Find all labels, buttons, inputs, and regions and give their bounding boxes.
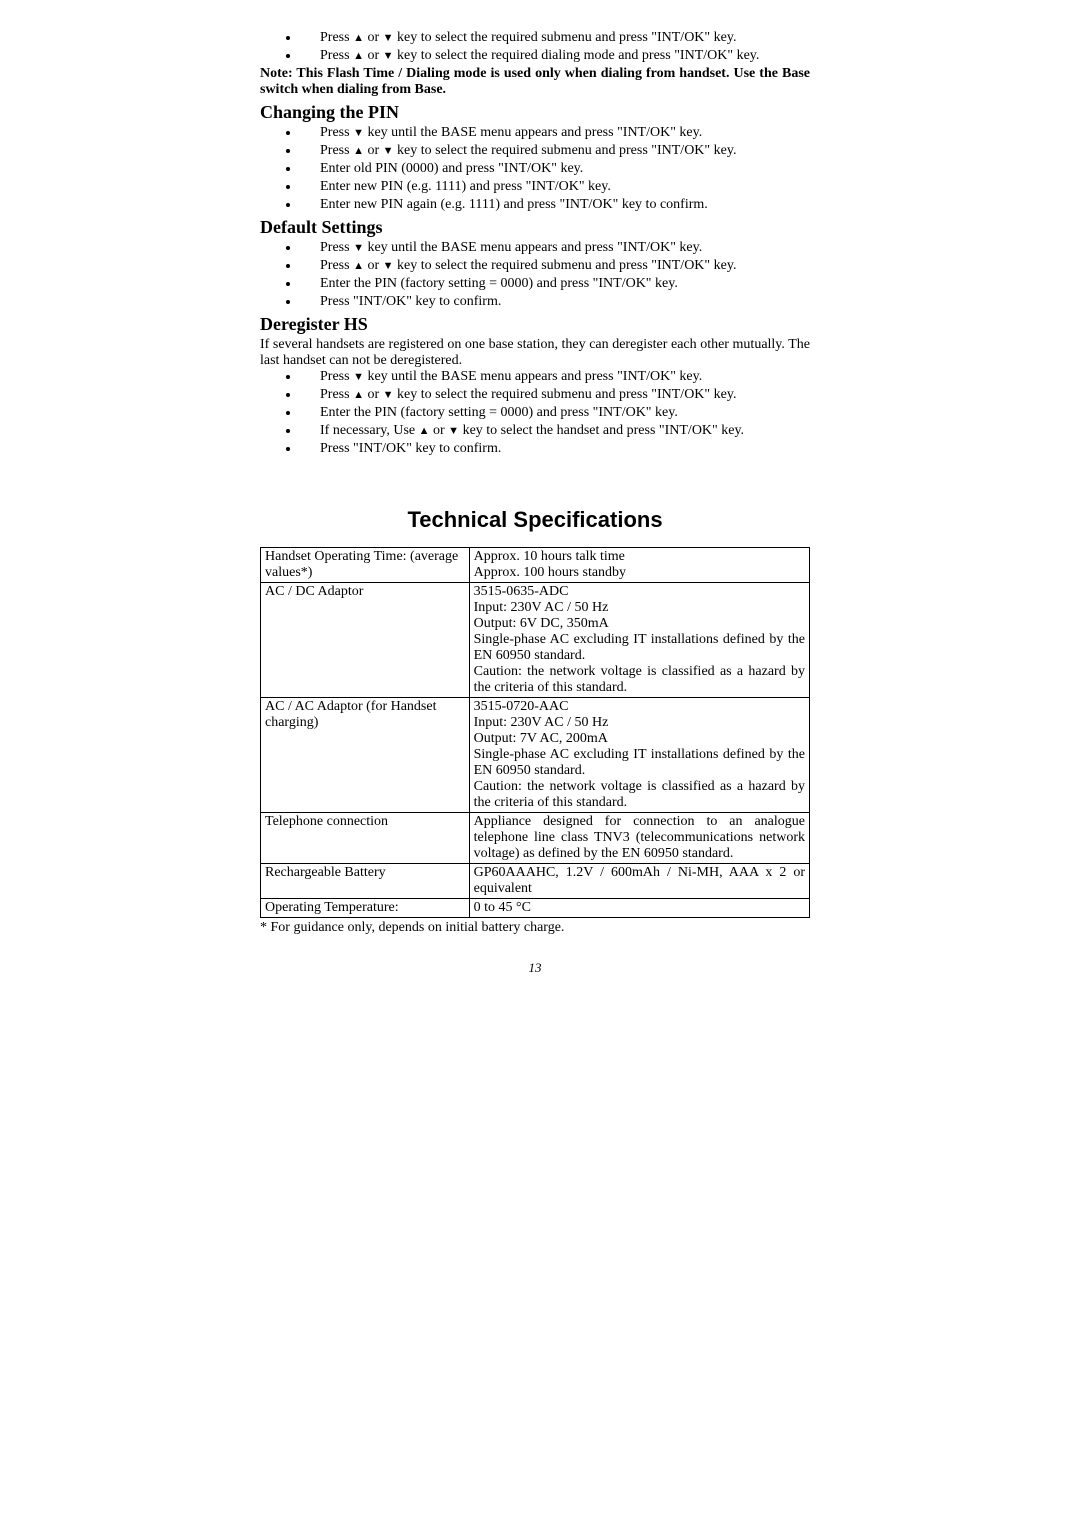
- list-item: Enter new PIN (e.g. 1111) and press "INT…: [300, 179, 810, 195]
- text: Press: [320, 387, 353, 402]
- text: key to select the required submenu and p…: [394, 258, 737, 273]
- up-triangle-icon: ▲: [353, 32, 364, 44]
- text: key to select the required submenu and p…: [394, 30, 737, 45]
- text: key until the BASE menu appears and pres…: [364, 125, 702, 140]
- list-item: Press ▲ or ▼ key to select the required …: [300, 30, 810, 46]
- list-item: Press "INT/OK" key to confirm.: [300, 441, 810, 457]
- text: key to select the handset and press "INT…: [459, 423, 744, 438]
- spec-value: Appliance designed for connection to an …: [469, 813, 809, 864]
- spec-value: GP60AAAHC, 1.2V / 600mAh / Ni-MH, AAA x …: [469, 864, 809, 899]
- text: Press: [320, 143, 353, 158]
- down-triangle-icon: ▼: [383, 389, 394, 401]
- spec-value: 0 to 45 °C: [469, 899, 809, 918]
- text: Press: [320, 240, 353, 255]
- down-triangle-icon: ▼: [383, 145, 394, 157]
- list-item: Enter old PIN (0000) and press "INT/OK" …: [300, 161, 810, 177]
- heading-default-settings: Default Settings: [260, 217, 810, 238]
- down-triangle-icon: ▼: [448, 425, 459, 437]
- spec-label: Handset Operating Time: (average values*…: [261, 548, 470, 583]
- table-row: Telephone connectionAppliance designed f…: [261, 813, 810, 864]
- text: key to select the required submenu and p…: [394, 143, 737, 158]
- page-content: Press ▲ or ▼ key to select the required …: [260, 30, 810, 976]
- list-item: Press ▲ or ▼ key to select the required …: [300, 258, 810, 274]
- text: Press: [320, 48, 353, 63]
- up-triangle-icon: ▲: [353, 50, 364, 62]
- up-triangle-icon: ▲: [419, 425, 430, 437]
- spec-footnote: * For guidance only, depends on initial …: [260, 920, 810, 936]
- list-item: Press ▲ or ▼ key to select the required …: [300, 143, 810, 159]
- spec-label: Rechargeable Battery: [261, 864, 470, 899]
- heading-changing-pin: Changing the PIN: [260, 102, 810, 123]
- text: Press: [320, 125, 353, 140]
- down-triangle-icon: ▼: [353, 127, 364, 139]
- text: key until the BASE menu appears and pres…: [364, 240, 702, 255]
- deregister-list: Press ▼ key until the BASE menu appears …: [260, 369, 810, 457]
- text: or: [364, 30, 383, 45]
- up-triangle-icon: ▲: [353, 145, 364, 157]
- changing-pin-list: Press ▼ key until the BASE menu appears …: [260, 125, 810, 213]
- text: or: [430, 423, 449, 438]
- spec-label: Operating Temperature:: [261, 899, 470, 918]
- text: Press: [320, 30, 353, 45]
- specs-table: Handset Operating Time: (average values*…: [260, 547, 810, 918]
- table-row: AC / DC Adaptor3515-0635-ADCInput: 230V …: [261, 583, 810, 698]
- list-item: Press ▲ or ▼ key to select the required …: [300, 387, 810, 403]
- list-item: If necessary, Use ▲ or ▼ key to select t…: [300, 423, 810, 439]
- down-triangle-icon: ▼: [353, 371, 364, 383]
- spec-label: AC / AC Adaptor (for Handset charging): [261, 698, 470, 813]
- list-item: Press ▲ or ▼ key to select the required …: [300, 48, 810, 64]
- list-item: Enter the PIN (factory setting = 0000) a…: [300, 405, 810, 421]
- page-number: 13: [260, 960, 810, 976]
- defaults-list: Press ▼ key until the BASE menu appears …: [260, 240, 810, 310]
- spec-value: 3515-0720-AACInput: 230V AC / 50 HzOutpu…: [469, 698, 809, 813]
- heading-specs: Technical Specifications: [260, 507, 810, 533]
- text: or: [364, 48, 383, 63]
- text: If necessary, Use: [320, 423, 419, 438]
- up-triangle-icon: ▲: [353, 260, 364, 272]
- list-item: Press ▼ key until the BASE menu appears …: [300, 369, 810, 385]
- spec-value: Approx. 10 hours talk timeApprox. 100 ho…: [469, 548, 809, 583]
- list-item: Press ▼ key until the BASE menu appears …: [300, 240, 810, 256]
- spec-label: AC / DC Adaptor: [261, 583, 470, 698]
- text: key to select the required dialing mode …: [394, 48, 760, 63]
- list-item: Enter the PIN (factory setting = 0000) a…: [300, 276, 810, 292]
- table-row: AC / AC Adaptor (for Handset charging)35…: [261, 698, 810, 813]
- table-row: Rechargeable BatteryGP60AAAHC, 1.2V / 60…: [261, 864, 810, 899]
- text: key to select the required submenu and p…: [394, 387, 737, 402]
- text: key until the BASE menu appears and pres…: [364, 369, 702, 384]
- note-text: Note: This Flash Time / Dialing mode is …: [260, 66, 810, 98]
- list-item: Press ▼ key until the BASE menu appears …: [300, 125, 810, 141]
- intro-list: Press ▲ or ▼ key to select the required …: [260, 30, 810, 64]
- down-triangle-icon: ▼: [383, 260, 394, 272]
- text: Press: [320, 258, 353, 273]
- heading-deregister: Deregister HS: [260, 314, 810, 335]
- text: or: [364, 258, 383, 273]
- up-triangle-icon: ▲: [353, 389, 364, 401]
- deregister-intro: If several handsets are registered on on…: [260, 337, 810, 369]
- spec-value: 3515-0635-ADCInput: 230V AC / 50 HzOutpu…: [469, 583, 809, 698]
- text: or: [364, 387, 383, 402]
- list-item: Press "INT/OK" key to confirm.: [300, 294, 810, 310]
- down-triangle-icon: ▼: [353, 242, 364, 254]
- text: Press: [320, 369, 353, 384]
- table-row: Operating Temperature:0 to 45 °C: [261, 899, 810, 918]
- down-triangle-icon: ▼: [383, 32, 394, 44]
- down-triangle-icon: ▼: [383, 50, 394, 62]
- spec-label: Telephone connection: [261, 813, 470, 864]
- list-item: Enter new PIN again (e.g. 1111) and pres…: [300, 197, 810, 213]
- text: or: [364, 143, 383, 158]
- table-row: Handset Operating Time: (average values*…: [261, 548, 810, 583]
